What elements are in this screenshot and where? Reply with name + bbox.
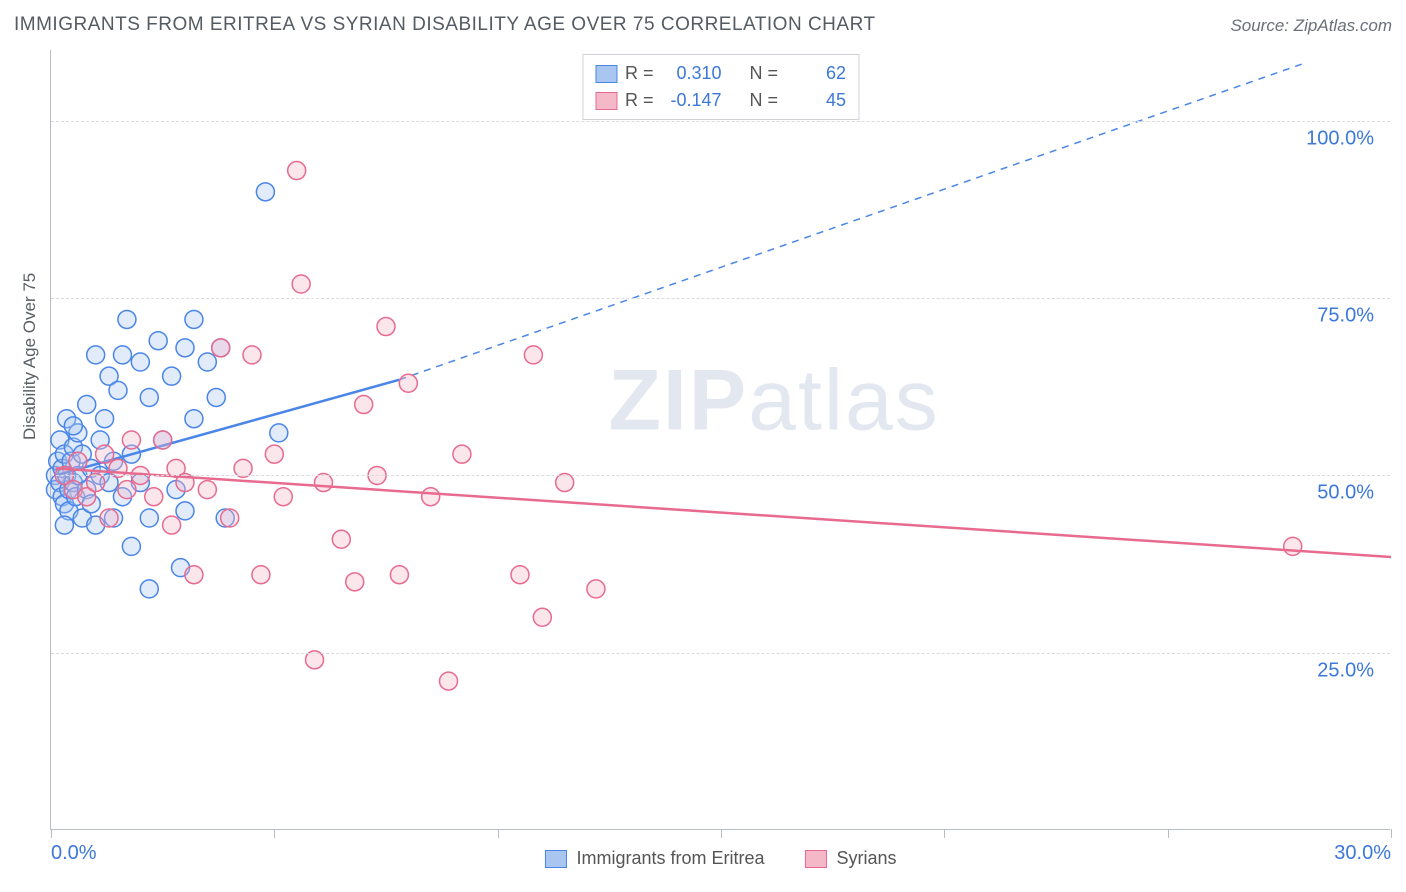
data-point — [533, 608, 551, 626]
data-point — [87, 346, 105, 364]
y-tick-label: 50.0% — [1313, 482, 1378, 505]
series-legend: Immigrants from Eritrea Syrians — [544, 848, 896, 869]
data-point — [118, 310, 136, 328]
y-axis-title: Disability Age Over 75 — [20, 273, 40, 440]
plot-area: ZIPatlas R =0.310N =62R =-0.147N =45 Imm… — [50, 50, 1390, 830]
gridline — [51, 298, 1390, 299]
legend-item-label: Immigrants from Eritrea — [576, 848, 764, 869]
x-tick — [51, 829, 52, 838]
chart-title: IMMIGRANTS FROM ERITREA VS SYRIAN DISABI… — [14, 14, 876, 36]
data-point — [113, 346, 131, 364]
data-point — [524, 346, 542, 364]
data-point — [221, 509, 239, 527]
data-point — [55, 516, 73, 534]
data-point — [288, 162, 306, 180]
data-point — [252, 566, 270, 584]
legend-row: R = 0.310 N = 62 — [595, 60, 846, 87]
data-point — [96, 410, 114, 428]
data-point — [145, 488, 163, 506]
data-point — [96, 445, 114, 463]
data-point — [346, 573, 364, 591]
data-point — [399, 374, 417, 392]
data-point — [64, 417, 82, 435]
legend-r-value: 0.310 — [662, 60, 722, 87]
data-point — [149, 332, 167, 350]
legend-n-value: 62 — [786, 60, 846, 87]
legend-r-label: R = — [625, 87, 654, 114]
gridline — [51, 653, 1390, 654]
x-tick-label: 30.0% — [1334, 842, 1391, 865]
data-point — [440, 672, 458, 690]
x-tick — [274, 829, 275, 838]
data-point — [212, 339, 230, 357]
legend-swatch — [805, 850, 827, 868]
data-point — [355, 396, 373, 414]
data-point — [511, 566, 529, 584]
data-point — [122, 431, 140, 449]
data-point — [1284, 537, 1302, 555]
gridline — [51, 121, 1390, 122]
data-point — [198, 481, 216, 499]
data-point — [176, 339, 194, 357]
legend-n-label: N = — [750, 87, 779, 114]
data-point — [109, 381, 127, 399]
chart-svg — [51, 50, 1390, 829]
data-point — [140, 580, 158, 598]
data-point — [163, 367, 181, 385]
data-point — [377, 318, 395, 336]
data-point — [78, 396, 96, 414]
data-point — [185, 410, 203, 428]
legend-swatch — [544, 850, 566, 868]
data-point — [176, 502, 194, 520]
y-tick-label: 100.0% — [1302, 127, 1378, 150]
legend-item-label: Syrians — [837, 848, 897, 869]
data-point — [131, 353, 149, 371]
legend-item: Syrians — [805, 848, 897, 869]
legend-r-value: -0.147 — [662, 87, 722, 114]
legend-row: R = -0.147 N = 45 — [595, 87, 846, 114]
data-point — [453, 445, 471, 463]
legend-n-label: N = — [750, 60, 779, 87]
legend-n-value: 45 — [786, 87, 846, 114]
legend-r-label: R = — [625, 60, 654, 87]
legend-swatch — [595, 92, 617, 110]
data-point — [274, 488, 292, 506]
x-tick — [1391, 829, 1392, 838]
x-tick — [944, 829, 945, 838]
y-tick-label: 75.0% — [1313, 305, 1378, 328]
source-label: Source: ZipAtlas.com — [1230, 16, 1392, 36]
data-point — [332, 530, 350, 548]
data-point — [256, 183, 274, 201]
data-point — [198, 353, 216, 371]
data-point — [243, 346, 261, 364]
x-tick — [1168, 829, 1169, 838]
x-tick — [721, 829, 722, 838]
data-point — [140, 388, 158, 406]
gridline — [51, 475, 1390, 476]
data-point — [292, 275, 310, 293]
data-point — [587, 580, 605, 598]
data-point — [100, 509, 118, 527]
data-point — [422, 488, 440, 506]
data-point — [122, 537, 140, 555]
data-point — [270, 424, 288, 442]
data-point — [390, 566, 408, 584]
data-point — [154, 431, 172, 449]
regression-line — [55, 468, 1391, 557]
x-tick — [498, 829, 499, 838]
y-tick-label: 25.0% — [1313, 659, 1378, 682]
correlation-legend: R = 0.310 N = 62 R = -0.147 N = 45 — [582, 54, 859, 120]
data-point — [265, 445, 283, 463]
data-point — [140, 509, 158, 527]
x-tick-label: 0.0% — [51, 842, 97, 865]
legend-swatch — [595, 65, 617, 83]
data-point — [185, 310, 203, 328]
data-point — [69, 452, 87, 470]
data-point — [118, 481, 136, 499]
data-point — [163, 516, 181, 534]
data-point — [185, 566, 203, 584]
data-point — [207, 388, 225, 406]
legend-item: Immigrants from Eritrea — [544, 848, 764, 869]
